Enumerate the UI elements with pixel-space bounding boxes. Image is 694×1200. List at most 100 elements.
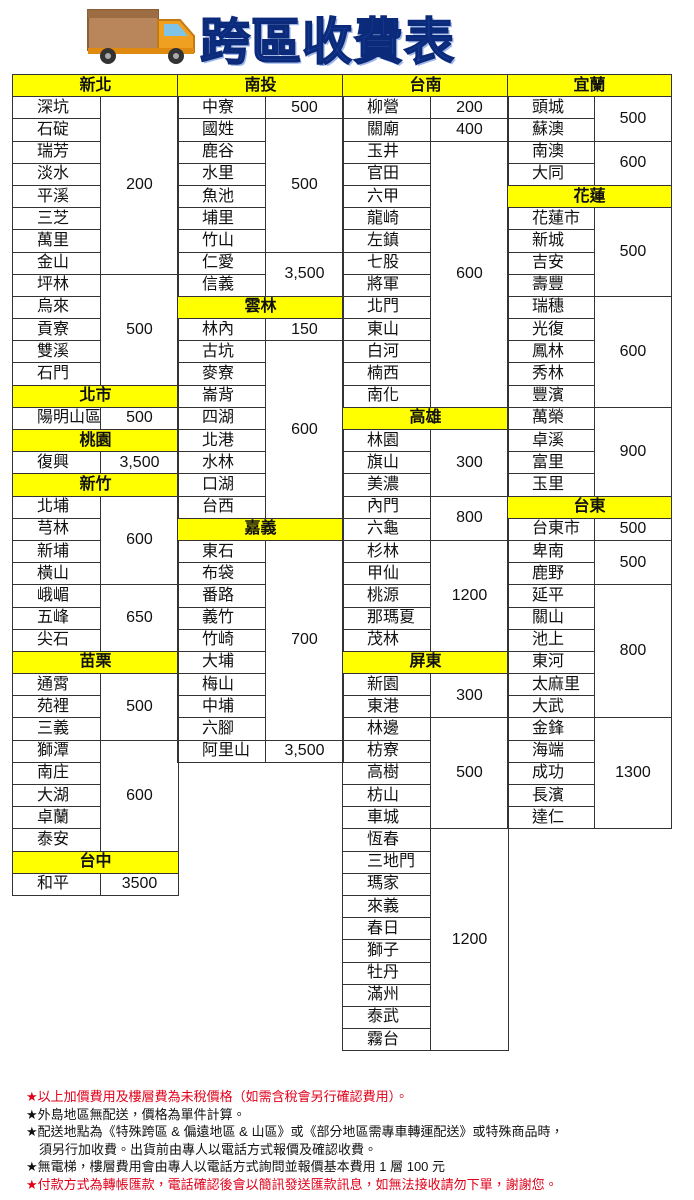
place-name: 坪林 bbox=[12, 273, 101, 297]
price: 3,500 bbox=[99, 451, 180, 475]
place-name: 七股 bbox=[342, 251, 431, 275]
place-name: 林內 bbox=[177, 318, 266, 342]
place-row: 陽明山區 500 bbox=[12, 406, 180, 431]
place-name: 東山 bbox=[342, 318, 431, 342]
place-name: 枋山 bbox=[342, 783, 431, 808]
price: 500 bbox=[99, 673, 180, 741]
place-name: 茂林 bbox=[342, 628, 431, 652]
region-row: 屏東 bbox=[342, 650, 509, 675]
place-row: 三地門 bbox=[342, 850, 509, 874]
region-header: 台南 bbox=[342, 73, 509, 98]
place-row: 深坑 200 bbox=[12, 96, 180, 275]
place-name: 高樹 bbox=[342, 761, 431, 786]
place-name: 關廟 bbox=[342, 118, 431, 142]
place-name: 阿里山 bbox=[177, 739, 266, 763]
place-name: 大湖 bbox=[12, 783, 101, 808]
place-name: 龍崎 bbox=[342, 207, 431, 231]
place-name: 信義 bbox=[177, 273, 266, 297]
fee-table: 宜蘭 頭城 500 蘇澳 南澳 600 大同 花蓮 花蓮市 500 新城 吉安 壽豐 瑞穗 600 光復 鳳林秀… bbox=[507, 73, 673, 830]
place-row: 台東市 500 bbox=[507, 517, 673, 541]
place-row: 鹿野 bbox=[507, 562, 672, 586]
place-name: 雙溪 bbox=[12, 340, 101, 364]
place-name: 關山 bbox=[507, 606, 595, 630]
place-name: 林園 bbox=[342, 428, 431, 453]
page-title: 跨區收費表 bbox=[199, 13, 455, 71]
place-row: 瑞穗 600 bbox=[507, 295, 673, 408]
price: 500 bbox=[593, 207, 673, 297]
place-name: 埔里 bbox=[177, 207, 266, 231]
place-name: 玉里 bbox=[507, 473, 595, 497]
region-header: 嘉義 bbox=[177, 517, 344, 541]
place-name: 貢寮 bbox=[12, 318, 101, 342]
region-header: 南投 bbox=[177, 73, 344, 98]
place-name: 美濃 bbox=[342, 473, 431, 497]
place-row: 平溪 bbox=[12, 184, 179, 209]
price: 600 bbox=[593, 140, 673, 186]
place-row: 布袋 bbox=[177, 562, 344, 586]
place-row: 新園 300 bbox=[342, 673, 510, 719]
price: 900 bbox=[593, 406, 673, 497]
price: 650 bbox=[99, 584, 180, 652]
place-name: 東河 bbox=[507, 650, 595, 675]
region-header: 苗栗 bbox=[12, 650, 179, 675]
price: 1200 bbox=[429, 539, 510, 652]
price: 600 bbox=[429, 140, 510, 408]
price: 200 bbox=[99, 96, 180, 275]
place-row: 頭城 500 bbox=[507, 96, 673, 142]
place-name: 鹿谷 bbox=[177, 140, 266, 164]
place-row: 卑南 500 bbox=[507, 539, 673, 586]
place-row: 阿里山 3,500 bbox=[177, 739, 345, 763]
region-header: 台東 bbox=[507, 495, 672, 519]
place-name: 尖石 bbox=[12, 628, 101, 652]
place-row: 峨嵋 650 bbox=[12, 584, 180, 652]
price: 800 bbox=[593, 584, 673, 719]
price: 3,500 bbox=[264, 251, 345, 297]
place-name: 泰安 bbox=[12, 828, 101, 852]
place-name: 新城 bbox=[507, 229, 595, 253]
place-row: 萬榮 900 bbox=[507, 406, 673, 497]
place-row: 秀林 bbox=[507, 362, 672, 386]
place-name: 滿州 bbox=[342, 983, 431, 1007]
place-name: 卓蘭 bbox=[12, 806, 101, 830]
region-row: 新北 bbox=[12, 73, 179, 98]
price: 150 bbox=[264, 318, 345, 342]
price: 500 bbox=[264, 96, 345, 120]
place-name: 復興 bbox=[12, 451, 101, 475]
place-row: 東山 bbox=[342, 318, 509, 342]
region-row: 南投 bbox=[177, 73, 344, 98]
place-name: 義竹 bbox=[177, 606, 266, 630]
place-name: 新園 bbox=[342, 673, 431, 697]
place-name: 瑞芳 bbox=[12, 140, 101, 164]
region-row: 宜蘭 bbox=[507, 73, 672, 98]
place-row: 東石 700 bbox=[177, 539, 345, 741]
place-row: 番路 bbox=[177, 584, 344, 608]
place-row: 林內 150 bbox=[177, 318, 345, 342]
place-row: 復興 3,500 bbox=[12, 451, 180, 475]
region-header: 花蓮 bbox=[507, 184, 672, 209]
place-row: 水林 bbox=[177, 451, 344, 475]
place-row: 烏來 bbox=[12, 295, 179, 320]
note: ★無電梯，樓層費用會由專人以電話方式詢問並報價基本費用 1 層 100 元 bbox=[26, 1159, 446, 1175]
place-name: 梅山 bbox=[177, 673, 266, 697]
price: 3500 bbox=[99, 872, 180, 896]
place-row: 南澳 600 bbox=[507, 140, 673, 186]
place-name: 竹崎 bbox=[177, 628, 266, 652]
place-name: 長濱 bbox=[507, 783, 595, 808]
region-row: 雲林 bbox=[177, 295, 344, 320]
price: 600 bbox=[99, 739, 180, 852]
place-name: 國姓 bbox=[177, 118, 266, 142]
place-row: 白河 bbox=[342, 340, 509, 364]
place-name: 橫山 bbox=[12, 562, 101, 586]
region-row: 苗栗 bbox=[12, 650, 179, 675]
place-name: 恆春 bbox=[342, 828, 431, 852]
place-name: 布袋 bbox=[177, 562, 266, 586]
place-name: 玉井 bbox=[342, 140, 431, 164]
place-row: 枋山 bbox=[342, 783, 509, 808]
place-name: 北門 bbox=[342, 295, 431, 320]
place-name: 花蓮市 bbox=[507, 207, 595, 231]
place-name: 石門 bbox=[12, 362, 101, 386]
region-row: 桃園 bbox=[12, 428, 179, 453]
place-row: 南化 bbox=[342, 384, 509, 408]
place-name: 金鋒 bbox=[507, 717, 595, 741]
place-name: 石碇 bbox=[12, 118, 101, 142]
